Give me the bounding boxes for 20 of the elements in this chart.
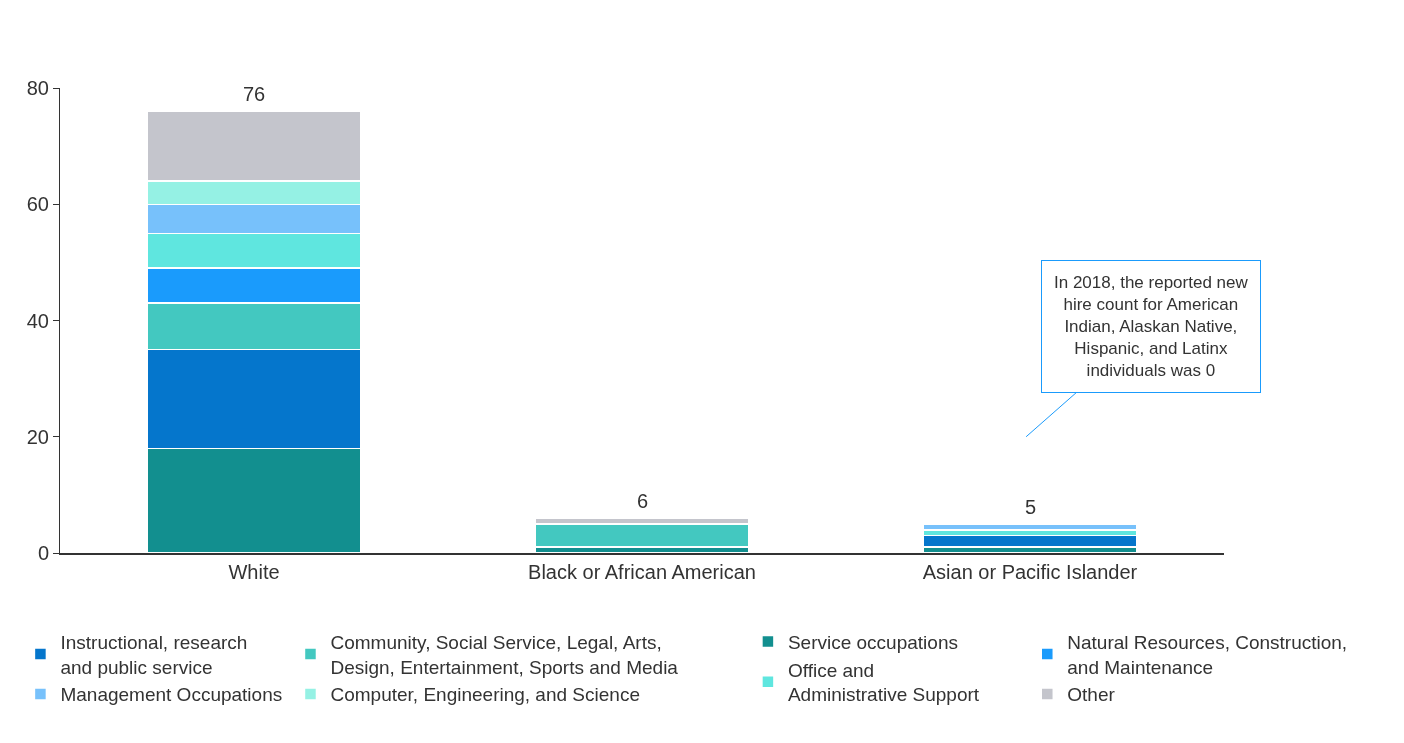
y-tick-label: 0 xyxy=(37,542,49,564)
total-label: 6 xyxy=(637,490,649,512)
legend-label: Natural Resources, Construction, and Maintenance xyxy=(1067,632,1348,678)
y-tick-label: 40 xyxy=(26,309,49,332)
x-tick-label: Asian or Pacific Islander xyxy=(922,561,1138,583)
annotation: In 2018, the reported new hire count for American Indian, Alaskan Native, Hispanic, and Latinx individuals was 0 xyxy=(1054,273,1249,381)
y-tick-label: 80 xyxy=(26,77,49,99)
y-tick-label: 20 xyxy=(26,425,49,448)
legend-label: Other xyxy=(1067,684,1116,706)
x-tick-label: Black or African American xyxy=(528,561,756,583)
total-label: 5 xyxy=(1025,496,1037,518)
legend-label: Computer, Engineering, and Science xyxy=(330,684,640,706)
legend-label: Instructional, research and public service xyxy=(60,632,248,678)
legend-label: Service occupations xyxy=(787,632,958,654)
x-tick-label: White xyxy=(228,561,280,583)
legend-label: Management Occupations xyxy=(60,684,283,706)
y-tick-label: 60 xyxy=(26,193,49,216)
total-label: 76 xyxy=(243,83,266,105)
legend-label: Community, Social Service, Legal, Arts, Design, Entertainment, Sports and Media xyxy=(330,632,679,678)
legend-label: Office and Administrative Support xyxy=(787,659,980,706)
